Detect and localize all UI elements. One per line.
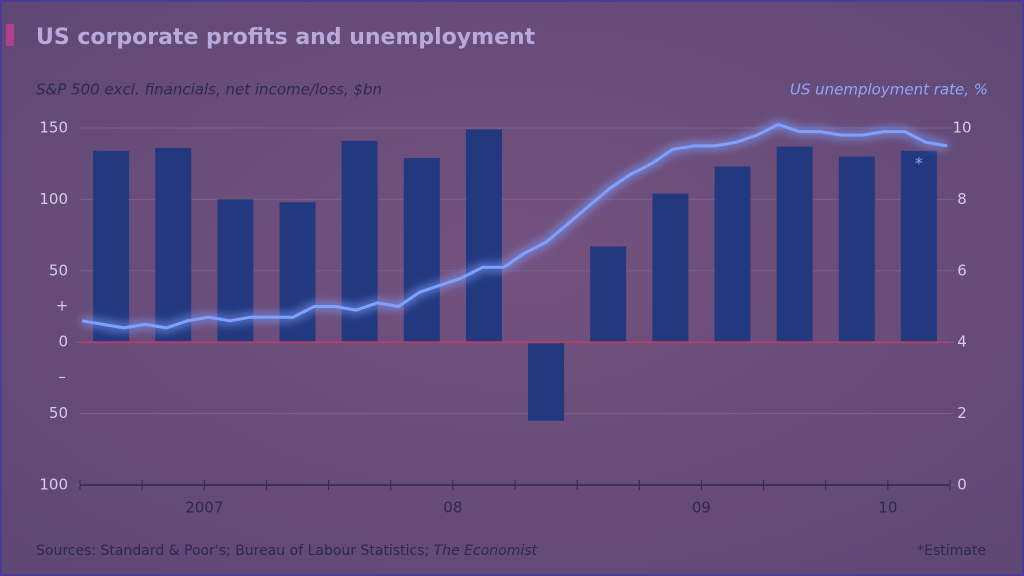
bar	[776, 146, 813, 343]
bar	[279, 202, 316, 343]
y-tick-label: 150	[39, 119, 68, 137]
estimate-marker: *	[915, 154, 923, 173]
note: *Estimate	[917, 543, 986, 559]
bar	[341, 140, 378, 343]
y2-tick-label: 4	[957, 333, 967, 351]
y-tick-label: 100	[39, 476, 68, 494]
bar	[155, 147, 192, 343]
chart-title: US corporate profits and unemployment	[36, 25, 536, 50]
title-accent	[6, 24, 14, 46]
x-year-label: 2007	[185, 499, 223, 517]
source-italic: The Economist	[434, 543, 538, 559]
y2-tick-label: 10	[952, 119, 971, 137]
y2-tick-label: 6	[957, 261, 967, 279]
y2-tick-label: 8	[957, 190, 967, 208]
bar	[403, 157, 440, 343]
x-year-label: 08	[443, 499, 462, 517]
bar	[465, 129, 502, 343]
bar	[900, 150, 937, 343]
source-text: Sources: Standard & Poor's; Bureau of La…	[36, 543, 434, 559]
y-axis-label: S&P 500 excl. financials, net income/los…	[36, 81, 382, 99]
unemployment-line	[81, 122, 948, 330]
bar	[590, 246, 627, 343]
positive-sign: +	[56, 297, 69, 315]
y-tick-label: 100	[39, 190, 68, 208]
y-tick-label: 0	[58, 333, 68, 351]
x-year-label: 10	[878, 499, 897, 517]
bar	[714, 166, 751, 343]
bar	[652, 193, 689, 343]
bar	[838, 156, 875, 343]
negative-sign: –	[58, 368, 66, 386]
source: Sources: Standard & Poor's; Bureau of La…	[36, 543, 538, 559]
bar	[528, 342, 565, 421]
bar	[93, 150, 130, 343]
y-tick-label: 50	[49, 261, 68, 279]
y-tick-label: 50	[49, 404, 68, 422]
x-year-label: 09	[692, 499, 711, 517]
y2-axis-label: US unemployment rate, %	[790, 81, 988, 99]
y2-tick-label: 0	[957, 476, 967, 494]
y2-tick-label: 2	[957, 404, 967, 422]
